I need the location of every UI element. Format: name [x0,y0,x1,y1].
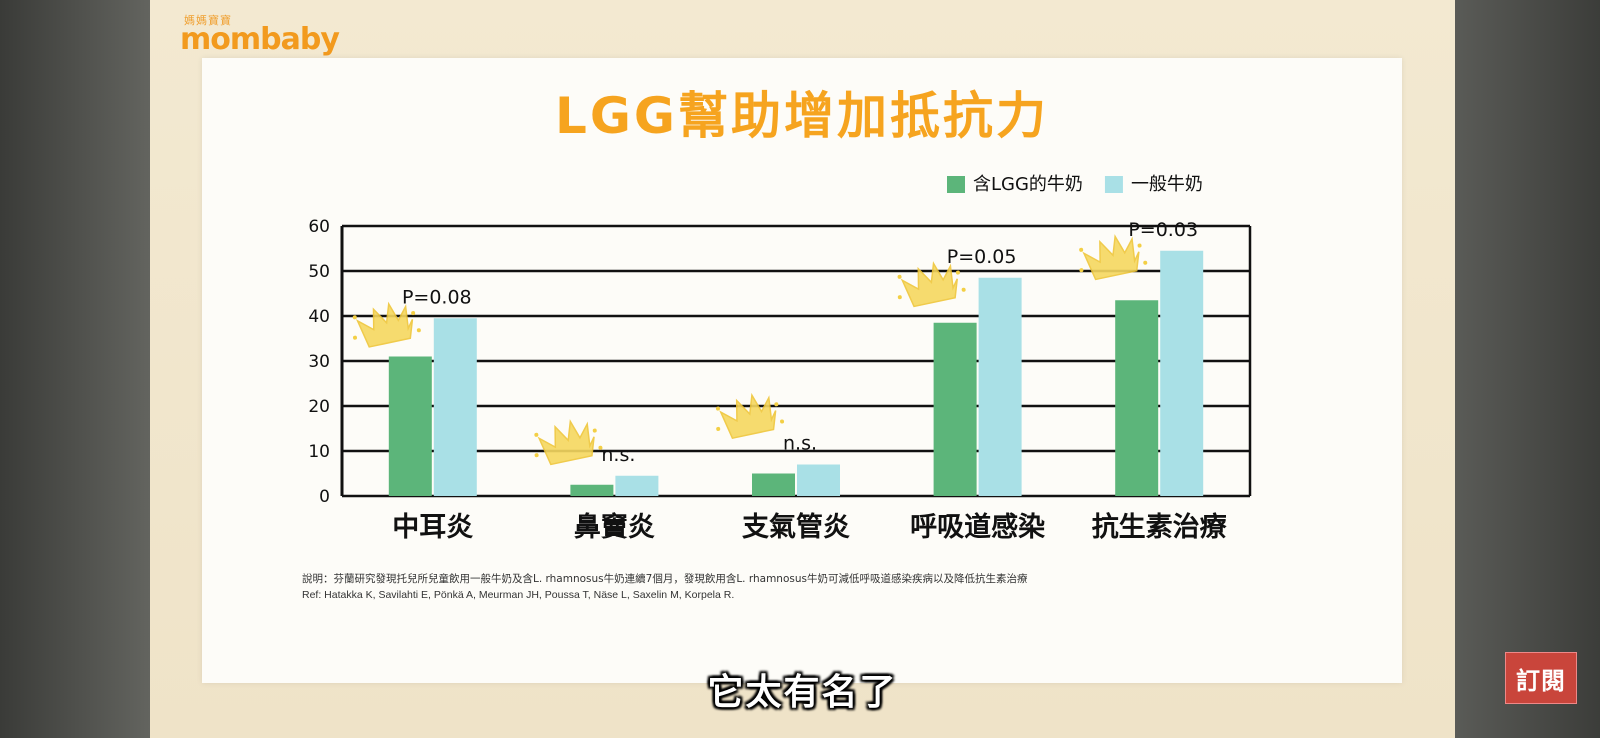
x-category-label: 鼻竇炎 [574,512,655,543]
y-tick-label: 50 [308,262,330,282]
bar-chart: 0 10 20 30 40 50 60 P=0.08 中耳炎 n.s. 鼻竇炎 n.s. 支氣管炎 P=0… [308,174,1252,543]
chart-reference: Ref: Hatakka K, Savilahti E, Pönkä A, Me… [302,589,735,601]
bar-regular-milk [1160,250,1204,496]
crown-icon [715,392,785,440]
legend-label: 一般牛奶 [1131,174,1203,195]
x-category-label: 支氣管炎 [742,512,850,543]
bar-lgg-milk [388,356,432,496]
legend-label: 含LGG的牛奶 [973,174,1083,195]
bar-lgg-milk [933,322,977,496]
legend-swatch [947,176,965,193]
left-background [0,0,150,738]
significance-label: P=0.08 [402,286,472,308]
subscribe-button[interactable]: 訂閱 [1505,652,1577,704]
y-tick-label: 20 [308,397,330,417]
bar-lgg-milk [1115,300,1159,496]
significance-label: P=0.05 [947,246,1017,268]
bar-regular-milk [978,277,1022,496]
legend-swatch [1104,176,1123,193]
bar-regular-milk [433,318,477,496]
video-subtitle: 它太有名了 [707,672,898,713]
y-tick-label: 0 [319,487,330,507]
y-tick-label: 40 [308,307,330,327]
video-frame[interactable]: 媽媽寶寶 mombaby LGG幫助增加抵抗力 0 10 20 30 40 50 60 P=0… [150,0,1455,738]
bar-regular-milk [615,475,659,496]
y-tick-label: 30 [308,352,330,372]
crown-icon [1079,234,1148,281]
bar-regular-milk [797,464,840,496]
logo-small-text: 媽媽寶寶 [184,14,232,27]
chart-title: LGG幫助增加抵抗力 [555,87,1049,145]
bar-lgg-milk [752,473,795,496]
mombaby-logo: 媽媽寶寶 mombaby [180,8,360,64]
x-category-label: 呼吸道感染 [910,511,1045,543]
chart-note: 說明：芬蘭研究發現托兒所兒童飲用一般牛奶及含L. rhamnosus牛奶連續7個… [302,573,1028,585]
bar-lgg-milk [570,484,614,496]
chart-slide: LGG幫助增加抵抗力 0 10 20 30 40 50 60 P=0.08 中耳炎 n.s. 鼻竇炎… [202,58,1402,683]
x-category-label: 中耳炎 [392,512,473,543]
significance-label: n.s. [783,433,817,455]
crown-icon [352,301,421,348]
significance-label: n.s. [601,444,635,466]
crown-icon [534,419,603,466]
significance-label: P=0.03 [1128,219,1198,241]
y-tick-label: 10 [308,442,330,462]
right-background [1455,0,1600,738]
logo-main-text: mombaby [180,22,340,57]
y-tick-label: 60 [308,217,330,237]
crown-icon [897,261,966,308]
x-category-label: 抗生素治療 [1092,511,1228,543]
